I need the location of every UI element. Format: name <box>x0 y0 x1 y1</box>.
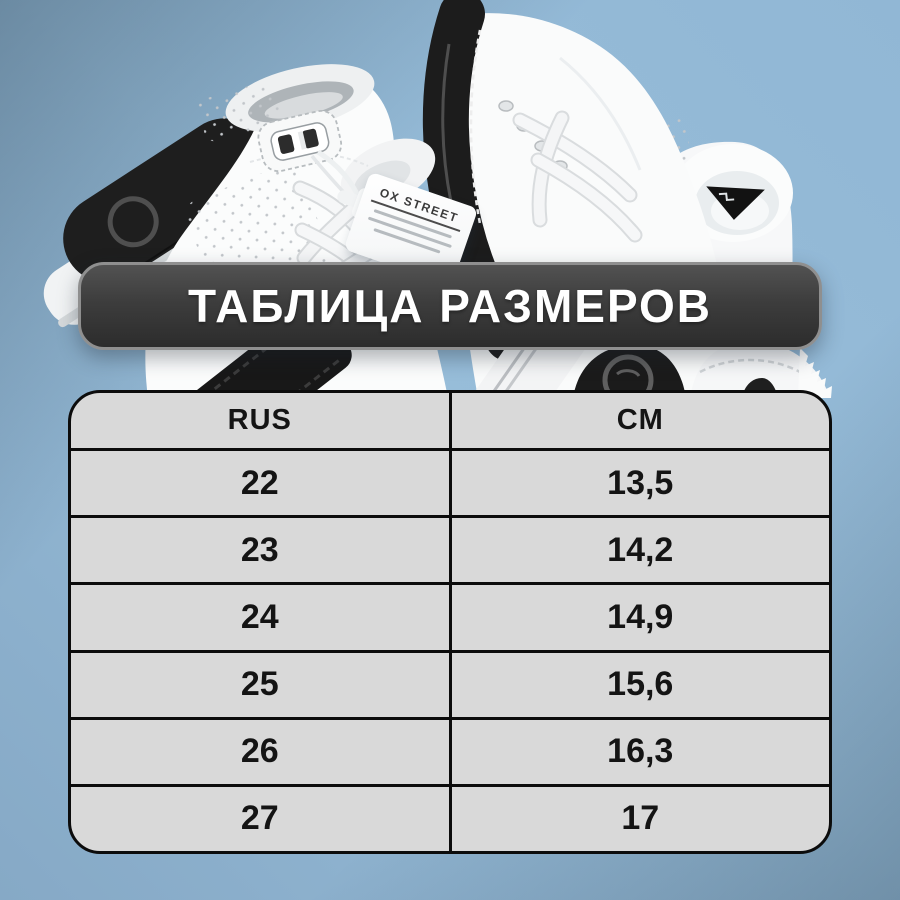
rus-size-cell: 22 <box>71 451 452 516</box>
table-row: 23 14,2 <box>71 518 829 586</box>
cm-size-cell: 13,5 <box>607 463 674 502</box>
perforation-panel <box>197 81 283 142</box>
column-header-rus: RUS <box>71 393 452 448</box>
cm-size-cell: 17 <box>621 799 660 838</box>
circle-logo-icon <box>107 196 159 248</box>
table-header-row: RUS CM <box>71 393 829 451</box>
circle-logo-icon <box>602 354 654 400</box>
cm-size-cell: 16,3 <box>607 732 674 771</box>
rus-size-cell: 27 <box>71 786 452 851</box>
size-table: RUS CM 22 13,5 23 14,2 24 14,9 25 15,6 2… <box>68 390 832 854</box>
rus-size-cell: 26 <box>71 719 452 784</box>
cm-size-cell: 14,9 <box>607 597 674 636</box>
rus-size-cell: 24 <box>71 585 452 650</box>
jumpman-logo-icon <box>706 186 765 220</box>
column-header-cm: CM <box>616 404 664 436</box>
right-laces <box>512 110 643 243</box>
table-row: 26 16,3 <box>71 719 829 787</box>
cm-size-cell: 14,2 <box>607 530 674 569</box>
rus-size-cell: 23 <box>71 518 452 583</box>
banner-title: ТАБЛИЦА РАЗМЕРОВ <box>187 280 713 332</box>
right-heel-bottom <box>690 341 830 398</box>
table-row: 22 13,5 <box>71 451 829 519</box>
title-banner: ТАБЛИЦА РАЗМЕРОВ <box>78 262 822 350</box>
table-row: 27 17 <box>71 786 829 851</box>
table-row: 24 14,9 <box>71 585 829 653</box>
cm-size-cell: 15,6 <box>607 665 674 704</box>
rus-size-cell: 25 <box>71 652 452 717</box>
table-row: 25 15,6 <box>71 652 829 720</box>
